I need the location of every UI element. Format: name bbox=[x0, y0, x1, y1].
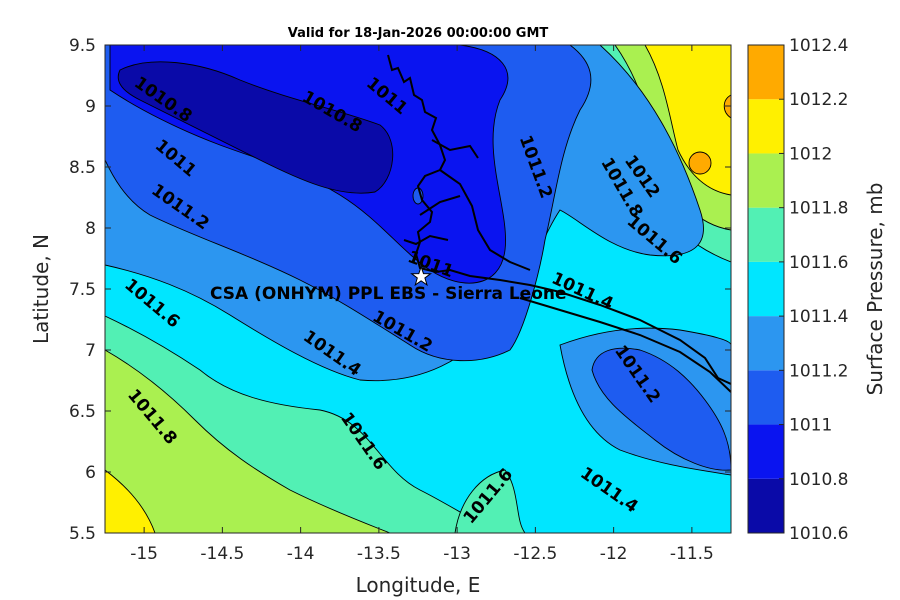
coastline-layer bbox=[387, 54, 731, 393]
colorbar-tick-label: 1011.4 bbox=[789, 307, 848, 327]
colorbar-label: Surface Pressure, mb bbox=[863, 183, 887, 396]
x-tick-label: -14.5 bbox=[200, 544, 244, 564]
coastline-path bbox=[387, 54, 731, 385]
y-tick-label: 5.5 bbox=[69, 524, 96, 544]
colorbar-swatch bbox=[748, 207, 784, 262]
site-label: CSA (ONHYM) PPL EBS - Sierra Leone bbox=[210, 284, 567, 304]
colorbar-tick-label: 1012.2 bbox=[789, 90, 848, 110]
high-spot bbox=[688, 151, 712, 175]
colorbar-tick-label: 1012 bbox=[789, 144, 832, 164]
colorbar-swatch bbox=[748, 45, 784, 100]
y-tick-label: 6.5 bbox=[69, 402, 96, 422]
contour-fill-layer bbox=[105, 45, 731, 533]
y-tick-label: 9.5 bbox=[69, 36, 96, 56]
band-1011-southeast bbox=[591, 347, 731, 471]
x-axis-label: Longitude, E bbox=[356, 573, 481, 597]
river-path bbox=[419, 195, 461, 216]
x-tick-label: -13 bbox=[443, 544, 471, 564]
colorbar-swatch bbox=[748, 370, 784, 425]
band-1011-6-south bbox=[454, 469, 526, 533]
colorbar-swatch bbox=[748, 153, 784, 208]
star-icon[interactable] bbox=[410, 265, 433, 287]
y-tick-label: 8 bbox=[85, 219, 96, 239]
colorbar-swatch bbox=[748, 316, 784, 371]
x-tick-label: -12 bbox=[600, 544, 628, 564]
band-1011-8-southwest bbox=[105, 349, 391, 533]
x-axis: -15 -14.5 -14 -13.5 -13 -12.5 -12 -11.5 bbox=[130, 45, 714, 564]
colorbar-tick-label: 1011 bbox=[789, 416, 832, 436]
x-tick-label: -15 bbox=[130, 544, 158, 564]
y-tick-label: 8.5 bbox=[69, 158, 96, 178]
colorbar-tick-label: 1011.8 bbox=[789, 199, 848, 219]
colorbar-tick-label: 1011.2 bbox=[789, 361, 848, 381]
y-tick-label: 9 bbox=[85, 97, 96, 117]
colorbar-tick-label: 1010.8 bbox=[789, 470, 848, 490]
colorbar-tick-label: 1010.6 bbox=[789, 524, 848, 544]
x-tick-label: -11.5 bbox=[670, 544, 714, 564]
y-axis-label: Latitude, N bbox=[29, 234, 53, 344]
x-tick-label: -14 bbox=[287, 544, 315, 564]
colorbar-swatch bbox=[748, 478, 784, 533]
river-path bbox=[439, 169, 531, 271]
x-tick-label: -12.5 bbox=[513, 544, 557, 564]
colorbar: 1010.6 1010.8 1011 1011.2 1011.4 1011.6 1011.8… bbox=[747, 36, 848, 544]
y-axis: 5.5 6 6.5 7 7.5 8 8.5 9 9.5 bbox=[69, 36, 731, 544]
x-tick-label: -13.5 bbox=[357, 544, 401, 564]
river-path bbox=[431, 139, 479, 159]
band-1010-6-north bbox=[117, 61, 394, 194]
colorbar-tick-label: 1011.6 bbox=[789, 253, 848, 273]
colorbar-tick-label: 1012.4 bbox=[789, 36, 848, 56]
coastline-path bbox=[519, 297, 731, 393]
y-tick-label: 7 bbox=[85, 341, 96, 361]
colorbar-swatch bbox=[748, 424, 784, 479]
river-path bbox=[403, 234, 449, 246]
map-title: Valid for 18-Jan-2026 00:00:00 GMT bbox=[288, 26, 549, 41]
colorbar-swatch bbox=[748, 99, 784, 154]
colorbar-frame bbox=[747, 44, 785, 534]
y-tick-label: 7.5 bbox=[69, 280, 96, 300]
colorbar-swatch bbox=[748, 261, 784, 317]
y-tick-label: 6 bbox=[85, 463, 96, 483]
